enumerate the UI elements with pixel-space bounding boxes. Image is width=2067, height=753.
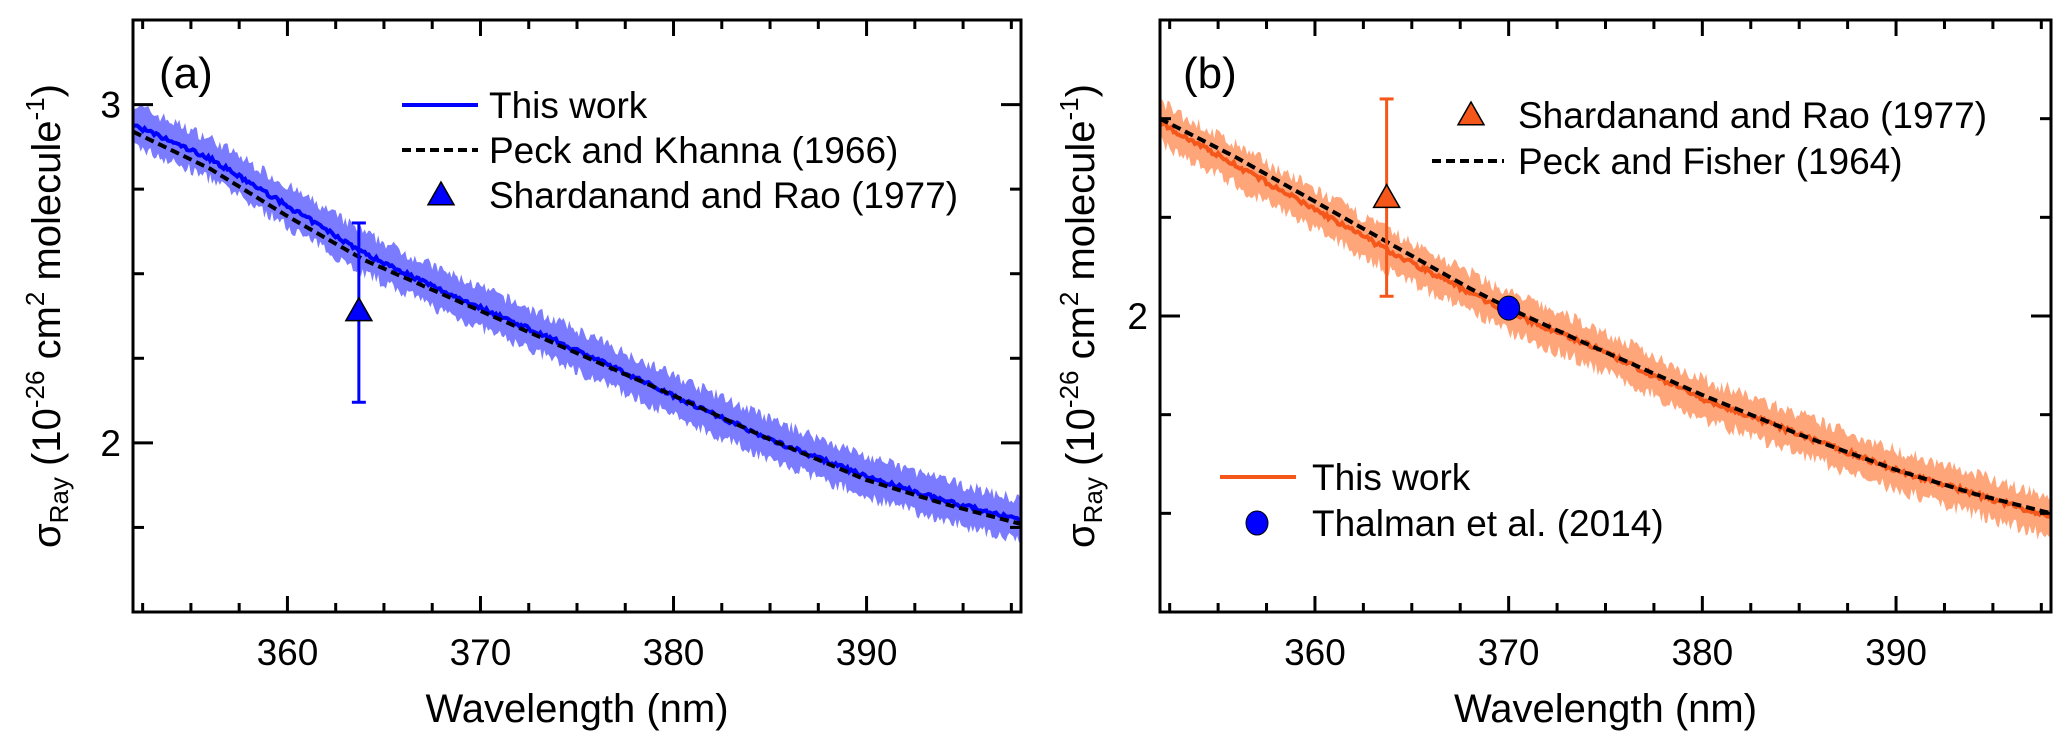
- y-axis-label-close: ): [1059, 84, 1103, 97]
- legend-marker: [1245, 510, 1269, 536]
- y-axis-label-exp2: 2: [1054, 292, 1084, 306]
- data-point-triangle: [344, 296, 374, 322]
- legend-marker: [426, 180, 456, 206]
- legend-item: Shardanand and Rao (1977): [1456, 95, 1987, 136]
- series-line-reference: [1160, 116, 2051, 516]
- legend-label: Thalman et al. (2014): [1312, 503, 1664, 544]
- x-tick-label: 380: [643, 632, 705, 673]
- y-axis-label-sub: Ray: [44, 477, 74, 523]
- y-axis-label-exp2: 2: [20, 292, 50, 306]
- panel-label: (a): [159, 49, 213, 98]
- y-axis-label-open: (10: [25, 408, 69, 477]
- legend-item: Thalman et al. (2014): [1245, 503, 1664, 544]
- data-point-circle: [1497, 295, 1521, 321]
- series-line-this-work: [1160, 120, 2051, 519]
- y-axis-label-open: (10: [1059, 408, 1103, 477]
- y-axis-label-mid2: molecule: [1059, 120, 1103, 291]
- y-axis-label: σRay (10-26 cm2 molecule-1): [1054, 84, 1108, 548]
- x-tick-label: 390: [1865, 632, 1927, 673]
- legend-item: Peck and Khanna (1966): [402, 130, 898, 171]
- legend-label: Shardanand and Rao (1977): [489, 175, 958, 216]
- y-axis-label-exp3: -1: [20, 97, 50, 120]
- y-axis-label-mid: cm: [1059, 306, 1103, 370]
- plot-area: [133, 104, 1021, 543]
- y-axis-label-close: ): [25, 84, 69, 97]
- legend-item: This work: [1220, 457, 1471, 498]
- x-tick-label: 380: [1671, 632, 1733, 673]
- legend-label: Shardanand and Rao (1977): [1518, 95, 1987, 136]
- y-axis-label-exp1: -26: [1054, 371, 1084, 409]
- series-line-reference: [133, 129, 1021, 526]
- y-tick-label: 2: [1127, 296, 1148, 337]
- legend-marker: [1456, 100, 1486, 126]
- y-axis-label-sub: Ray: [1078, 477, 1108, 523]
- legend-label: This work: [1312, 457, 1471, 498]
- legend-label: Peck and Khanna (1966): [489, 130, 898, 171]
- y-axis-label-exp1: -26: [20, 371, 50, 409]
- x-axis-label: Wavelength (nm): [1454, 687, 1757, 731]
- panel-label: (b): [1183, 49, 1237, 98]
- x-tick-label: 360: [1284, 632, 1346, 673]
- legend-item: Peck and Fisher (1964): [1432, 141, 1903, 182]
- y-axis-label-mid2: molecule: [25, 120, 69, 291]
- legend-item: This work: [402, 85, 648, 126]
- y-tick-label: 2: [100, 423, 121, 464]
- plot-area: [1160, 98, 2051, 540]
- y-axis-label-symbol: σ: [1059, 523, 1103, 548]
- legend-label: This work: [489, 85, 648, 126]
- uncertainty-band: [1160, 98, 2051, 540]
- y-axis-label-mid: cm: [25, 306, 69, 370]
- x-tick-label: 360: [257, 632, 319, 673]
- x-axis-label: Wavelength (nm): [425, 687, 728, 731]
- series-line-this-work: [133, 123, 1021, 524]
- x-tick-label: 370: [1478, 632, 1540, 673]
- panel-b: 360 370 380 390 2 Wavelength (nm) σRay (10-26 …: [1054, 18, 2053, 731]
- panel-a: 360 370 380 390 2 3 Wavelength (nm) σRay (10-26…: [20, 18, 1023, 731]
- y-axis-label-symbol: σ: [25, 523, 69, 548]
- legend-item: Shardanand and Rao (1977): [426, 175, 958, 216]
- y-axis-label: σRay (10-26 cm2 molecule-1): [20, 84, 74, 548]
- x-tick-label: 370: [450, 632, 512, 673]
- x-tick-label: 390: [836, 632, 898, 673]
- y-axis-label-exp3: -1: [1054, 97, 1084, 120]
- y-tick-label: 3: [100, 85, 121, 126]
- data-point-triangle: [1372, 183, 1401, 209]
- legend-label: Peck and Fisher (1964): [1518, 141, 1903, 182]
